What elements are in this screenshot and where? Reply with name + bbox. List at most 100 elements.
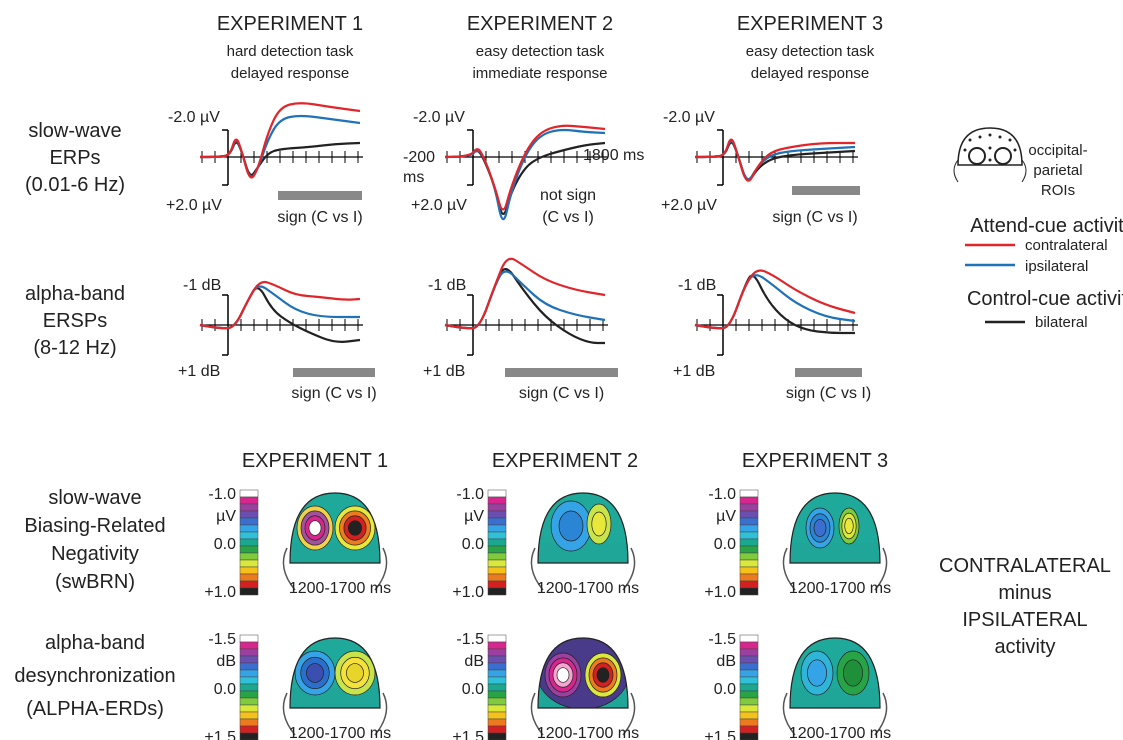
column-title: EXPERIMENT 2 bbox=[492, 450, 638, 472]
colorbar-cell bbox=[740, 663, 758, 670]
colorbar-cell bbox=[488, 656, 506, 663]
colorbar-cell bbox=[488, 642, 506, 649]
colorbar-cell bbox=[240, 574, 258, 581]
colorbar-cell bbox=[488, 490, 506, 497]
map-blob bbox=[557, 668, 569, 683]
colorbar-cell bbox=[488, 581, 506, 588]
colorbar-cell bbox=[740, 635, 758, 642]
colorbar-cell bbox=[740, 656, 758, 663]
colorbar-cell bbox=[240, 684, 258, 691]
row-label: Negativity bbox=[51, 543, 139, 565]
colorbar-cell bbox=[240, 553, 258, 560]
colorbar-cell bbox=[488, 525, 506, 532]
colorbar-cell bbox=[240, 698, 258, 705]
scale-label: -1.0 bbox=[208, 486, 236, 503]
column-title: EXPERIMENT 2 bbox=[467, 13, 613, 35]
colorbar-cell bbox=[488, 635, 506, 642]
axis-label: +1 dB bbox=[423, 363, 465, 380]
colorbar-cell bbox=[488, 574, 506, 581]
colorbar-cell bbox=[740, 546, 758, 553]
column-subtitle: delayed response bbox=[751, 65, 869, 82]
colorbar-cell bbox=[240, 642, 258, 649]
colorbar-cell bbox=[488, 663, 506, 670]
axis-label: -1 dB bbox=[428, 277, 466, 294]
scale-label: 0.0 bbox=[214, 536, 236, 553]
row-label: alpha-band bbox=[45, 632, 145, 654]
colorbar-cell bbox=[740, 511, 758, 518]
column-subtitle: delayed response bbox=[231, 65, 349, 82]
colorbar-cell bbox=[240, 546, 258, 553]
colorbar-cell bbox=[740, 684, 758, 691]
colorbar-cell bbox=[740, 733, 758, 740]
colorbar-cell bbox=[240, 511, 258, 518]
row-label: desynchronization bbox=[14, 665, 175, 687]
electrode bbox=[979, 136, 982, 139]
colorbar-cell bbox=[740, 691, 758, 698]
scale-label: dB bbox=[464, 653, 484, 670]
colorbar-cell bbox=[740, 574, 758, 581]
column-title: EXPERIMENT 3 bbox=[742, 450, 888, 472]
scale-label: +1.5 bbox=[204, 729, 236, 740]
colorbar-cell bbox=[488, 726, 506, 733]
colorbar-cell bbox=[240, 525, 258, 532]
legend-title: Control-cue activity bbox=[967, 288, 1123, 310]
electrode bbox=[969, 139, 972, 142]
colorbar-cell bbox=[488, 719, 506, 726]
row-label: (8-12 Hz) bbox=[33, 337, 116, 359]
time-label: 1200-1700 ms bbox=[537, 725, 639, 740]
scale-label: +1.0 bbox=[204, 584, 236, 601]
axis-label: +2.0 µV bbox=[166, 197, 222, 214]
colorbar-cell bbox=[488, 684, 506, 691]
colorbar-cell bbox=[488, 497, 506, 504]
colorbar-cell bbox=[740, 497, 758, 504]
colorbar-cell bbox=[240, 588, 258, 595]
electrode bbox=[1014, 149, 1017, 152]
electrode bbox=[989, 134, 992, 137]
legend-title: Attend-cue activity bbox=[970, 215, 1123, 237]
colorbar-cell bbox=[740, 670, 758, 677]
scale-label: µV bbox=[464, 508, 484, 525]
colorbar-cell bbox=[488, 539, 506, 546]
column-title: EXPERIMENT 1 bbox=[242, 450, 388, 472]
axis-label: +2.0 µV bbox=[661, 197, 717, 214]
map-base-lower bbox=[533, 543, 633, 568]
map-blob bbox=[845, 518, 854, 533]
note: sign (C vs I) bbox=[786, 385, 871, 402]
head-map bbox=[285, 633, 385, 713]
scale-label: -1.0 bbox=[708, 486, 736, 503]
axis-label: -2.0 µV bbox=[663, 109, 715, 126]
colorbar-cell bbox=[240, 635, 258, 642]
axis-label: -1 dB bbox=[678, 277, 716, 294]
colorbar-cell bbox=[240, 518, 258, 525]
colorbar-cell bbox=[740, 553, 758, 560]
summary-label: activity bbox=[994, 636, 1055, 658]
colorbar-cell bbox=[740, 705, 758, 712]
colorbar-cell bbox=[488, 560, 506, 567]
time-label: 1200-1700 ms bbox=[789, 725, 891, 740]
colorbar-cell bbox=[488, 698, 506, 705]
column-subtitle: easy detection task bbox=[746, 43, 875, 60]
colorbar-cell bbox=[488, 649, 506, 656]
map-blob bbox=[348, 521, 361, 536]
electrode bbox=[1009, 139, 1012, 142]
scale-label: -1.0 bbox=[456, 486, 484, 503]
colorbar-cell bbox=[240, 581, 258, 588]
map-blob bbox=[309, 521, 321, 536]
row-label: (swBRN) bbox=[55, 571, 135, 593]
sig-bar bbox=[505, 368, 618, 377]
column-title: EXPERIMENT 3 bbox=[737, 13, 883, 35]
wave bbox=[200, 288, 360, 342]
colorbar-cell bbox=[740, 719, 758, 726]
map-blob bbox=[843, 660, 862, 686]
axis-label: +1 dB bbox=[178, 363, 220, 380]
colorbar-cell bbox=[488, 691, 506, 698]
axis-label: +1 dB bbox=[673, 363, 715, 380]
scale-label: +1.0 bbox=[704, 584, 736, 601]
colorbar-cell bbox=[240, 705, 258, 712]
head-map bbox=[785, 488, 885, 568]
colorbar-cell bbox=[740, 726, 758, 733]
legend-label: ipsilateral bbox=[1025, 258, 1088, 275]
map-blob bbox=[597, 668, 609, 683]
colorbar-cell bbox=[240, 497, 258, 504]
map-base-lower bbox=[785, 543, 885, 568]
